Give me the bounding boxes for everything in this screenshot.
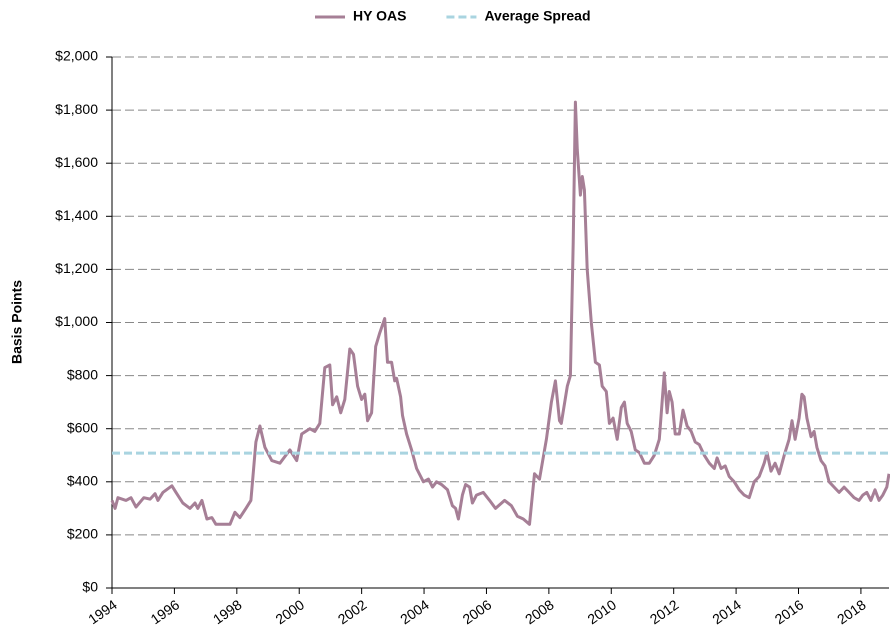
x-tick-label: 2010 bbox=[584, 596, 619, 627]
x-tick-label: 2008 bbox=[522, 596, 557, 627]
line bbox=[110, 100, 890, 526]
y-tick-label: $1,400 bbox=[55, 207, 98, 223]
legend-label: HY OAS bbox=[353, 8, 406, 24]
y-tick-label: $600 bbox=[67, 419, 98, 435]
y-tick-label: $400 bbox=[67, 473, 98, 489]
y-tick-label: $0 bbox=[82, 579, 98, 595]
y-tick-label: $800 bbox=[67, 366, 98, 382]
y-tick-label: $2,000 bbox=[55, 48, 98, 64]
x-tick-label: 2006 bbox=[460, 596, 495, 627]
x-tick-label: 1996 bbox=[148, 596, 183, 627]
legend-label: Average Spread bbox=[484, 8, 590, 24]
x-tick-label: 2012 bbox=[647, 596, 682, 627]
y-axis-label: Basis Points bbox=[9, 280, 25, 364]
y-tick-label: $1,000 bbox=[55, 313, 98, 329]
x-tick-label: 2004 bbox=[397, 596, 432, 627]
x-tick-label: 1994 bbox=[85, 596, 120, 627]
x-tick-label: 2014 bbox=[709, 596, 744, 627]
x-tick-label: 1998 bbox=[210, 596, 245, 627]
y-tick-label: $1,800 bbox=[55, 101, 98, 117]
y-tick-label: $1,600 bbox=[55, 154, 98, 170]
x-tick-label: 2000 bbox=[272, 596, 307, 627]
y-tick-label: $200 bbox=[67, 526, 98, 542]
x-tick-label: 2002 bbox=[335, 596, 370, 627]
y-tick-label: $1,200 bbox=[55, 260, 98, 276]
x-tick-label: 2018 bbox=[834, 596, 869, 627]
x-tick-label: 2016 bbox=[772, 596, 807, 627]
